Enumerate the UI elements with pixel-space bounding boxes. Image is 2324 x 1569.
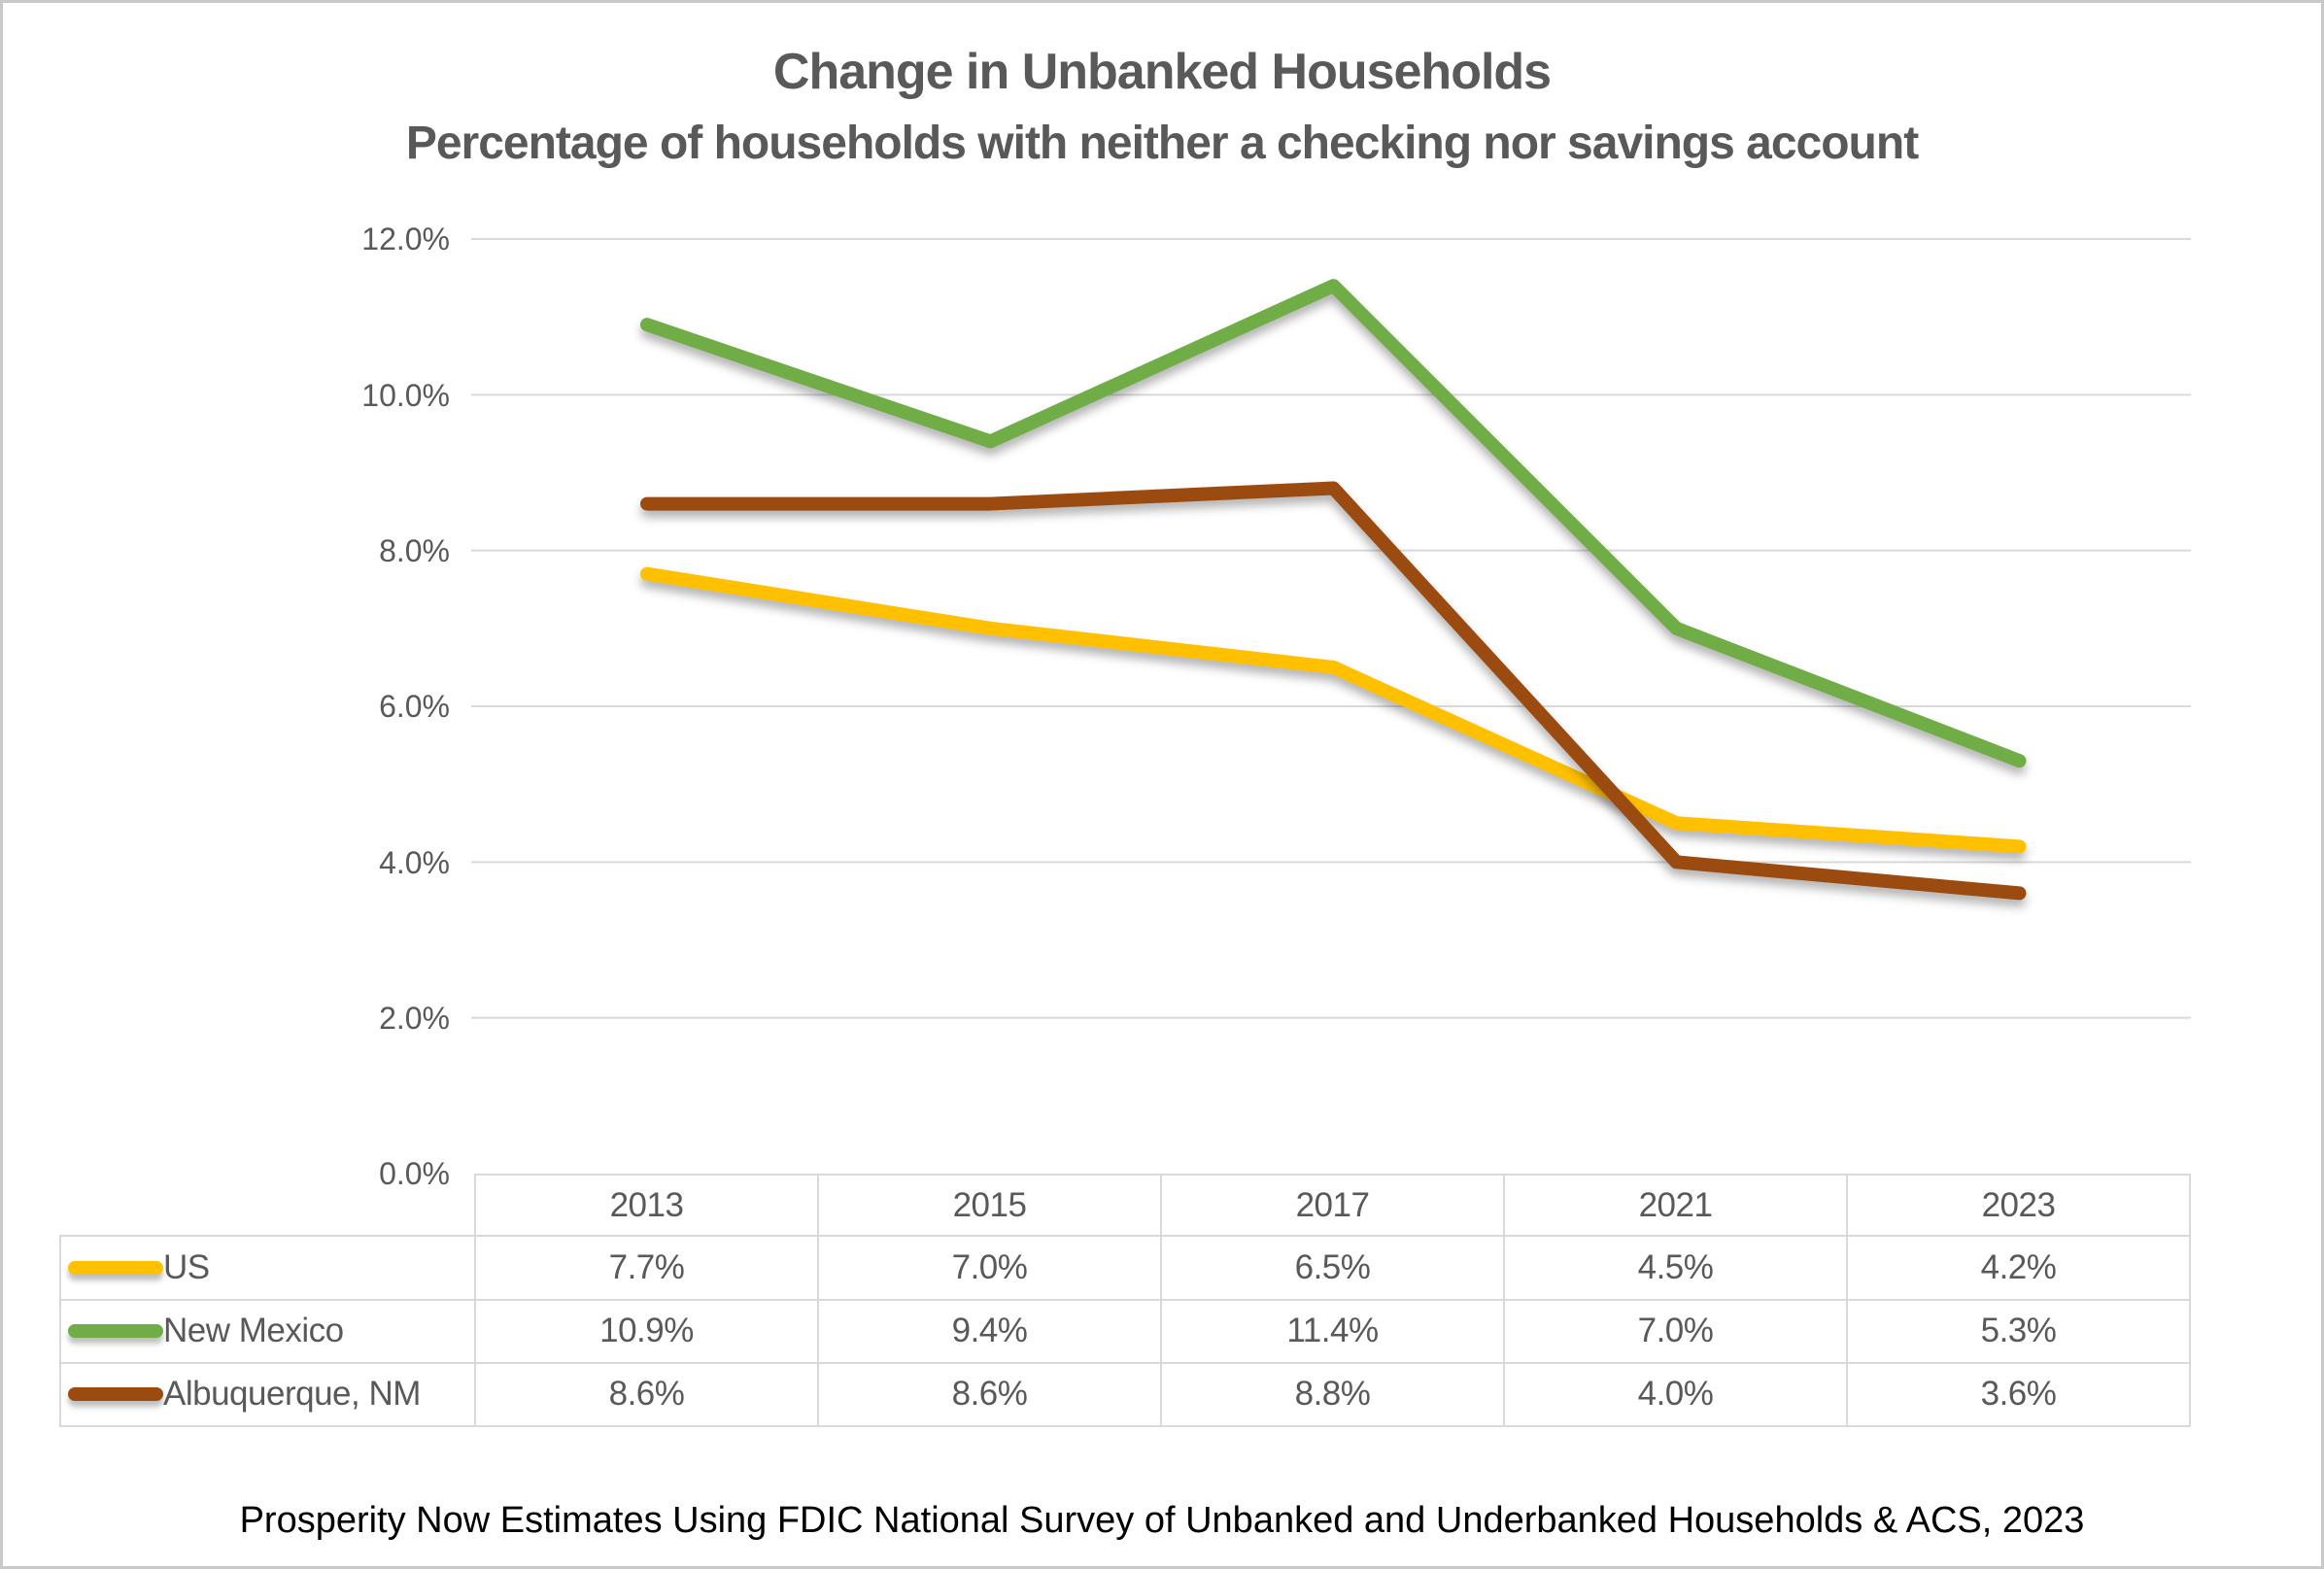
- legend-swatch-new-mexico: [68, 1324, 163, 1339]
- table-value: 11.4%: [1162, 1300, 1505, 1364]
- series-label: New Mexico: [163, 1312, 344, 1350]
- table-value: 4.5%: [1505, 1237, 1848, 1301]
- line-series-us: [640, 566, 2027, 854]
- y-axis-tick-label: 8.0%: [379, 533, 450, 568]
- table-header-year: 2017: [1162, 1174, 1505, 1238]
- line-series-new-mexico: [640, 279, 2027, 768]
- table-header-year: 2015: [819, 1174, 1162, 1238]
- table-value: 8.8%: [1162, 1363, 1505, 1427]
- table-value: 7.7%: [476, 1237, 819, 1301]
- table-row-label-us: US: [59, 1237, 476, 1301]
- data-table: 2013 2015 2017 2021 2023 US 7.7% 7.0% 6.…: [59, 1174, 2191, 1427]
- table-header-year: 2013: [476, 1174, 819, 1238]
- table-value: 4.0%: [1505, 1363, 1848, 1427]
- table-value: 10.9%: [476, 1300, 819, 1364]
- table-value: 6.5%: [1162, 1237, 1505, 1301]
- table-header-year: 2023: [1848, 1174, 2191, 1238]
- line-series-albuquerque-nm: [640, 481, 2027, 901]
- series-label: US: [163, 1247, 210, 1286]
- source-note: Prosperity Now Estimates Using FDIC Nati…: [239, 1500, 2085, 1541]
- table-value: 3.6%: [1848, 1363, 2191, 1427]
- chart-subtitle: Percentage of households with neither a …: [405, 118, 1919, 169]
- table-value: 8.6%: [476, 1363, 819, 1427]
- legend-swatch-albuquerque: [68, 1387, 163, 1402]
- table-corner-cell: [59, 1174, 476, 1238]
- y-axis-tick-label: 4.0%: [379, 845, 450, 880]
- series-label: Albuquerque, NM: [163, 1375, 421, 1414]
- y-axis-tick-label: 10.0%: [361, 378, 450, 413]
- y-axis-tick-label: 2.0%: [379, 1001, 450, 1036]
- table-value: 9.4%: [819, 1300, 1162, 1364]
- y-axis-tick-label: 6.0%: [379, 689, 450, 724]
- y-axis-tick-label: 12.0%: [361, 222, 450, 256]
- chart-title: Change in Unbanked Households: [772, 44, 1552, 100]
- table-value: 7.0%: [1505, 1300, 1848, 1364]
- table-row-label-new-mexico: New Mexico: [59, 1300, 476, 1364]
- y-axis-tick-label: 0.0%: [379, 1156, 450, 1191]
- legend-swatch-us: [68, 1260, 163, 1275]
- table-value: 4.2%: [1848, 1237, 2191, 1301]
- table-value: 8.6%: [819, 1363, 1162, 1427]
- line-chart-plot-area: [471, 238, 2191, 1019]
- title-block: Change in Unbanked Households Percentage…: [3, 36, 2321, 180]
- table-header-year: 2021: [1505, 1174, 1848, 1238]
- table-row-label-albuquerque: Albuquerque, NM: [59, 1363, 476, 1427]
- table-value: 7.0%: [819, 1237, 1162, 1301]
- table-value: 5.3%: [1848, 1300, 2191, 1364]
